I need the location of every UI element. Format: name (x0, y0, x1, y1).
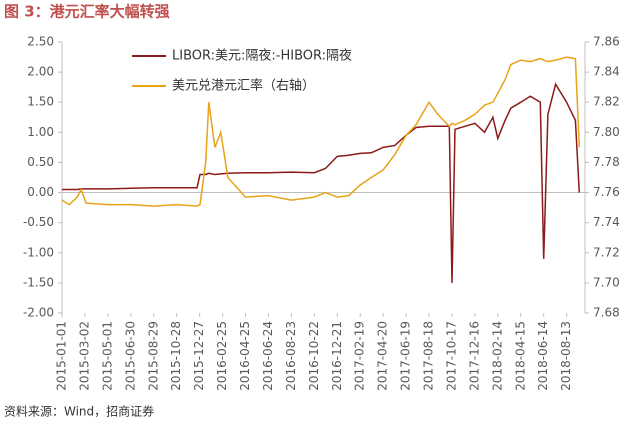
x-tick-label: 2016-12-21 (330, 321, 344, 391)
x-tick-label: 2015-06-30 (123, 321, 137, 391)
x-tick-label: 2017-06-19 (399, 321, 413, 391)
y2-tick-label: 7.74 (593, 215, 620, 229)
x-tick-label: 2016-06-24 (261, 321, 275, 391)
y2-tick-label: 7.78 (593, 155, 620, 169)
y-tick-label: 1.00 (27, 125, 54, 139)
x-tick-label: 2015-12-27 (192, 321, 206, 391)
x-tick-label: 2016-02-25 (215, 321, 229, 391)
y2-tick-label: 7.86 (593, 35, 620, 49)
y-tick-label: 0.00 (27, 185, 54, 199)
x-tick-label: 2017-12-16 (467, 321, 481, 391)
x-tick-label: 2015-08-29 (146, 321, 160, 391)
y-tick-label: 2.00 (27, 65, 54, 79)
x-tick-label: 2017-10-17 (444, 321, 458, 391)
x-tick-label: 2016-08-23 (284, 321, 298, 391)
legend-label: 美元兑港元汇率（右轴） (172, 78, 315, 94)
x-tick-label: 2018-08-13 (559, 321, 573, 391)
x-tick-label: 2016-04-25 (238, 321, 252, 391)
y2-tick-label: 7.76 (593, 185, 620, 199)
series-line (61, 56, 581, 207)
x-tick-label: 2016-10-22 (307, 321, 321, 391)
x-tick-label: 2017-08-18 (422, 321, 436, 391)
y-tick-label: -1.00 (23, 245, 54, 259)
x-tick-label: 2018-02-14 (490, 321, 504, 391)
x-tick-label: 2015-01-01 (55, 321, 69, 391)
x-tick-label: 2015-03-02 (77, 321, 91, 391)
x-tick-label: 2015-05-01 (100, 321, 114, 391)
y-tick-label: -2.00 (23, 306, 54, 320)
y2-tick-label: 7.70 (593, 275, 620, 289)
x-tick-label: 2015-10-28 (169, 321, 183, 391)
series-line (62, 82, 581, 283)
y-tick-label: -0.50 (23, 215, 54, 229)
y-tick-label: 2.50 (27, 35, 54, 49)
x-tick-label: 2018-06-14 (536, 321, 550, 391)
chart-title: 图 3：港元汇率大幅转强 (4, 3, 170, 21)
y2-tick-label: 7.68 (593, 306, 620, 320)
legend-label: LIBOR:美元:隔夜:-HIBOR:隔夜 (172, 49, 352, 64)
x-tick-label: 2017-02-19 (353, 321, 367, 391)
y2-tick-label: 7.80 (593, 125, 620, 139)
y-tick-label: -1.50 (23, 275, 54, 289)
y-tick-label: 0.50 (27, 155, 54, 169)
x-tick-label: 2018-04-15 (513, 321, 527, 391)
y2-tick-label: 7.84 (593, 65, 620, 79)
x-tick-label: 2017-04-20 (376, 321, 390, 391)
y-tick-label: 1.50 (27, 95, 54, 109)
source: 资料来源：Wind，招商证券 (4, 404, 154, 419)
y2-tick-label: 7.82 (593, 95, 620, 109)
y2-tick-label: 7.72 (593, 245, 620, 259)
